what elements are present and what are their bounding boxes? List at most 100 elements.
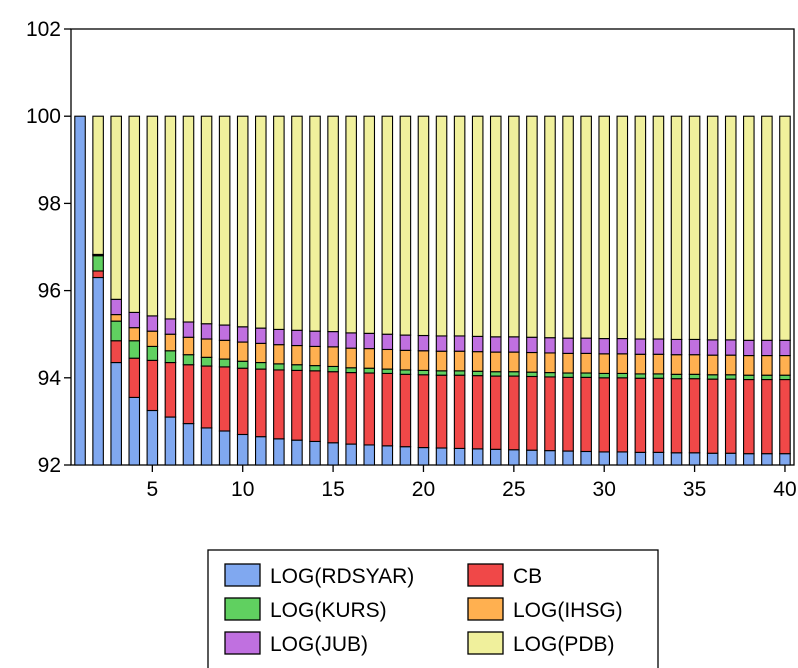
- bar-segment-3-period-25: [508, 371, 520, 377]
- bar-segment-5-period-21: [435, 335, 448, 352]
- bar-segment-3-period-27: [544, 372, 556, 378]
- bar-segment-3-period-2: [92, 255, 104, 272]
- bar-segment-3-period-35: [688, 373, 701, 380]
- bar-segment-2-period-15: [327, 371, 339, 444]
- bar-segment-4-period-31: [616, 353, 629, 374]
- legend-label-1: LOG(RDSYAR): [270, 565, 414, 588]
- bar-segment-6-period-15: [327, 115, 339, 333]
- bar-segment-4-period-5: [146, 330, 159, 347]
- bar-segment-3-period-11: [255, 361, 267, 370]
- bar-segment-1-period-26: [526, 449, 538, 466]
- bar-segment-5-period-32: [634, 338, 647, 355]
- bar-segment-2-period-3: [110, 340, 122, 364]
- bar-segment-4-period-9: [218, 339, 231, 360]
- bar-segment-1-period-4: [128, 396, 141, 466]
- bar-segment-3-period-29: [580, 372, 592, 378]
- bar-segment-6-period-3: [110, 115, 122, 300]
- bar-segment-2-period-24: [489, 375, 502, 450]
- bar-segment-4-period-33: [652, 353, 665, 375]
- bar-segment-4-period-18: [381, 348, 394, 370]
- bar-segment-6-period-5: [146, 115, 159, 317]
- bar-segment-6-period-27: [544, 115, 556, 339]
- bar-segment-2-period-36: [706, 378, 719, 454]
- bar-segment-3-period-17: [363, 367, 376, 374]
- bar-segment-4-period-34: [670, 354, 683, 375]
- bar-segment-5-period-31: [616, 338, 629, 355]
- bar-segment-6-period-40: [779, 115, 791, 341]
- bar-segment-5-period-35: [688, 338, 701, 356]
- bar-segment-6-period-35: [688, 115, 701, 340]
- bar-segment-5-period-27: [544, 337, 556, 354]
- bar-segment-2-period-26: [526, 375, 538, 451]
- bar-segment-4-period-16: [345, 347, 357, 369]
- bar-segment-6-period-8: [200, 115, 213, 325]
- bar-segment-2-period-38: [743, 378, 755, 455]
- bar-segment-4-period-19: [399, 349, 412, 371]
- bar-segment-6-period-37: [724, 115, 737, 341]
- bar-segment-3-period-15: [327, 365, 339, 373]
- bar-segment-2-period-20: [417, 374, 430, 449]
- bar-segment-6-period-10: [236, 115, 249, 328]
- bar-segment-2-period-4: [128, 357, 141, 398]
- bar-segment-2-period-33: [652, 377, 665, 453]
- bar-segment-3-period-26: [526, 371, 538, 378]
- bar-segment-4-period-29: [580, 352, 592, 374]
- bar-segment-3-period-8: [200, 356, 213, 367]
- bar-segment-4-period-3: [110, 314, 122, 322]
- bar-segment-3-period-37: [724, 374, 737, 380]
- legend-label-2: CB: [513, 565, 542, 588]
- bar-segment-5-period-40: [779, 339, 791, 357]
- y-tick-label: 96: [38, 280, 61, 303]
- bar-segment-6-period-14: [309, 115, 321, 332]
- bar-segment-6-period-11: [255, 115, 267, 329]
- bar-segment-4-period-17: [363, 348, 376, 369]
- legend-label-5: LOG(JUB): [270, 633, 368, 656]
- bar-segment-1-period-30: [598, 451, 610, 466]
- x-tick-label: 40: [773, 478, 796, 501]
- bar-segment-6-period-16: [345, 115, 357, 334]
- bar-segment-4-period-22: [453, 350, 466, 372]
- bar-segment-2-period-11: [255, 368, 267, 438]
- bar-segment-1-period-25: [508, 449, 520, 466]
- bar-segment-6-period-12: [273, 115, 285, 330]
- bar-segment-5-period-25: [508, 336, 520, 353]
- bar-segment-1-period-5: [146, 409, 159, 466]
- bar-segment-3-period-12: [273, 363, 285, 371]
- bar-segment-4-period-30: [598, 353, 610, 374]
- bar-segment-6-period-36: [706, 115, 719, 341]
- bar-segment-3-period-18: [381, 368, 394, 374]
- bar-segment-2-period-25: [508, 375, 520, 451]
- bar-segment-3-period-31: [616, 372, 629, 379]
- bar-segment-1-period-7: [182, 423, 195, 466]
- bar-segment-5-period-5: [146, 315, 159, 332]
- bar-segment-1-period-40: [779, 453, 791, 466]
- bar-segment-5-period-14: [309, 330, 321, 347]
- bar-segment-1-period-16: [345, 443, 357, 466]
- bar-segment-1-period-24: [489, 448, 502, 466]
- bar-segment-3-period-23: [471, 370, 484, 377]
- bar-segment-5-period-9: [218, 324, 231, 341]
- bar-segment-4-period-24: [489, 351, 502, 373]
- bar-segment-2-period-8: [200, 365, 213, 429]
- bar-segment-1-period-21: [435, 447, 448, 466]
- bar-segment-4-period-37: [724, 354, 737, 376]
- bar-segment-3-period-5: [146, 345, 159, 361]
- bar-segment-1-period-17: [363, 444, 376, 466]
- bar-segment-3-period-33: [652, 373, 665, 379]
- bar-segment-1-period-35: [688, 452, 701, 466]
- bar-segment-4-period-40: [779, 355, 791, 376]
- bar-segment-2-period-17: [363, 372, 376, 446]
- bar-segment-2-period-7: [182, 364, 195, 425]
- bars-layer: [74, 115, 791, 466]
- bar-segment-4-period-32: [634, 353, 647, 375]
- y-tick-label: 92: [38, 454, 61, 477]
- bar-segment-4-period-27: [544, 352, 556, 374]
- bar-segment-2-period-37: [724, 378, 737, 454]
- bar-segment-2-period-12: [273, 369, 285, 440]
- legend-swatch-5: [224, 631, 261, 655]
- bar-segment-1-period-28: [562, 450, 574, 466]
- bar-segment-3-period-21: [435, 370, 448, 376]
- bar-segment-3-period-19: [399, 369, 412, 375]
- bar-segment-4-period-11: [255, 342, 267, 364]
